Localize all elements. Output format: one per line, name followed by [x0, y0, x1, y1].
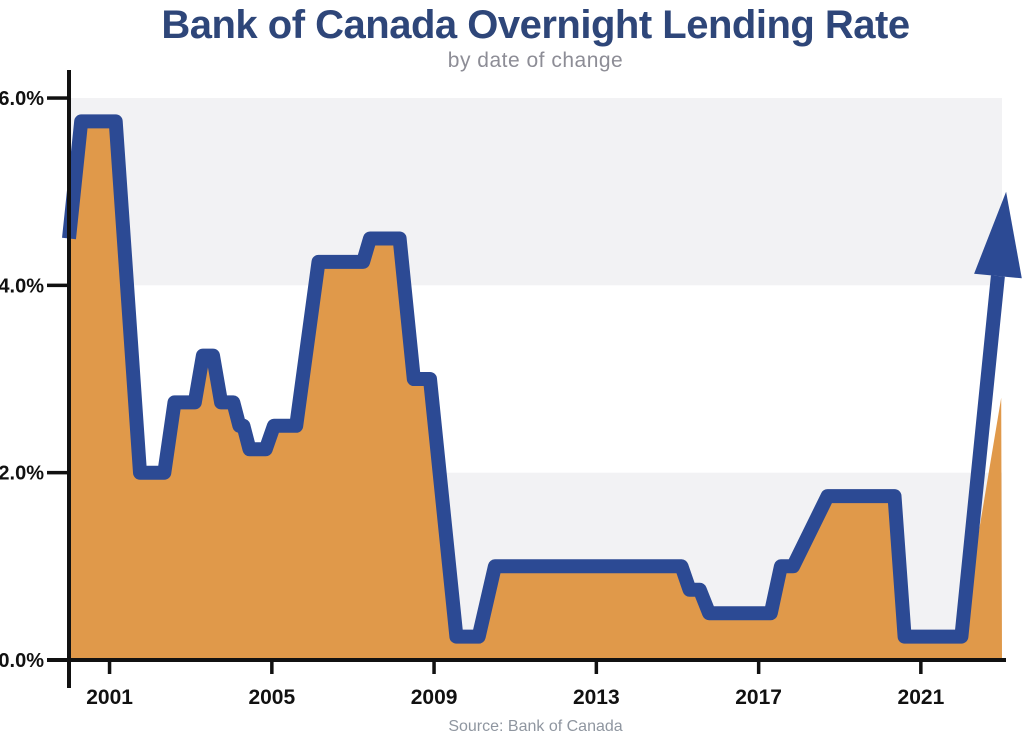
x-axis-line [47, 658, 1006, 662]
grid-band [69, 98, 1002, 286]
x-tick-label: 2009 [411, 686, 458, 709]
x-tick-label: 2021 [898, 686, 945, 709]
x-tick-label: 2001 [86, 686, 133, 709]
x-tick [270, 660, 274, 674]
y-tick [47, 96, 69, 100]
y-tick [47, 470, 69, 475]
y-tick-label: 6.0% [0, 88, 44, 110]
chart-subtitle: by date of change [447, 49, 624, 72]
x-tick [594, 660, 599, 674]
x-tick-label: 2005 [248, 686, 295, 709]
trend-arrow-head [974, 191, 1022, 279]
chart-title: Bank of Canada Overnight Lending Rate [161, 3, 910, 47]
x-tick [919, 660, 923, 674]
x-tick [756, 660, 761, 674]
y-tick-label: 2.0% [0, 463, 44, 485]
y-tick [47, 283, 69, 288]
y-tick [47, 658, 69, 662]
rate-area-fill [69, 121, 1002, 660]
source-caption: Source: Bank of Canada [448, 718, 623, 735]
x-tick-label: 2017 [735, 686, 782, 709]
x-tick [432, 660, 436, 674]
rate-line [62, 114, 1005, 644]
y-axis-line [67, 70, 71, 688]
x-tick-label: 2013 [573, 686, 620, 709]
x-tick [107, 660, 112, 674]
y-tick-label: 0.0% [0, 650, 44, 672]
y-tick-label: 4.0% [0, 275, 44, 297]
